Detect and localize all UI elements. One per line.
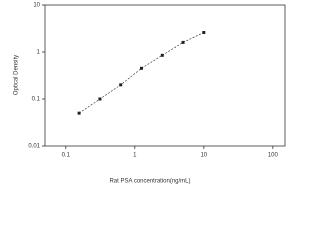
x-tick-label: 100	[268, 153, 279, 159]
y-tick-label: 0.01	[28, 144, 40, 150]
data-point	[77, 111, 81, 115]
x-tick-label: 1	[133, 153, 137, 159]
y-tick-label: 10	[33, 3, 40, 9]
data-point	[181, 40, 185, 44]
data-point	[160, 53, 164, 57]
x-tick-label: 10	[200, 153, 207, 159]
y-tick-label: 0.1	[32, 97, 41, 103]
data-point	[202, 30, 206, 34]
x-axis-label: Rat PSA concentration(ng/mL)	[109, 179, 190, 185]
x-tick-label: 0.1	[62, 153, 71, 159]
plot-frame	[44, 4, 286, 147]
data-point	[98, 97, 102, 101]
data-line	[78, 32, 204, 114]
y-axis-label: Optical Density	[14, 55, 20, 95]
data-point	[119, 83, 123, 87]
chart: Rat PSA concentration(ng/mL) Optical Den…	[14, 3, 286, 185]
y-tick-label: 1	[37, 50, 41, 56]
data-point	[139, 66, 143, 70]
